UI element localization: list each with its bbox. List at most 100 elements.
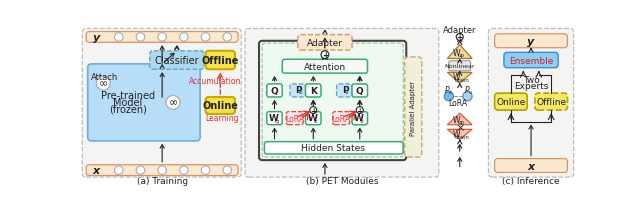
- Text: Attach: Attach: [91, 73, 118, 82]
- Text: k: k: [298, 90, 302, 95]
- Text: ∞: ∞: [99, 79, 108, 89]
- Text: v: v: [345, 90, 348, 95]
- Text: Experts: Experts: [514, 82, 548, 90]
- Text: P: P: [295, 86, 302, 95]
- Text: Adapter: Adapter: [443, 26, 477, 35]
- Polygon shape: [447, 73, 472, 84]
- Circle shape: [444, 92, 454, 101]
- Circle shape: [166, 96, 180, 110]
- Circle shape: [356, 107, 364, 114]
- Circle shape: [180, 34, 188, 42]
- FancyBboxPatch shape: [88, 64, 200, 141]
- Text: W: W: [453, 49, 460, 57]
- FancyBboxPatch shape: [86, 165, 238, 176]
- FancyBboxPatch shape: [504, 53, 558, 68]
- FancyBboxPatch shape: [262, 44, 403, 157]
- Text: Online: Online: [496, 98, 525, 107]
- FancyBboxPatch shape: [352, 112, 367, 125]
- Text: Model: Model: [113, 97, 143, 107]
- Text: +: +: [322, 51, 328, 60]
- Text: Online: Online: [202, 101, 238, 111]
- Circle shape: [223, 166, 232, 174]
- Text: (a) Training: (a) Training: [136, 177, 188, 186]
- Text: y: y: [93, 33, 100, 43]
- Circle shape: [456, 34, 463, 41]
- Text: Classifier: Classifier: [155, 56, 199, 66]
- Text: W: W: [354, 113, 364, 122]
- Text: +: +: [356, 106, 363, 115]
- Text: W: W: [453, 130, 460, 139]
- Text: Hidden States: Hidden States: [301, 144, 365, 153]
- Text: k: k: [314, 118, 317, 123]
- FancyBboxPatch shape: [205, 97, 235, 114]
- FancyBboxPatch shape: [495, 35, 568, 48]
- Text: +: +: [456, 33, 463, 42]
- Text: W: W: [308, 113, 317, 122]
- Text: up: up: [458, 119, 465, 124]
- FancyBboxPatch shape: [337, 84, 352, 97]
- Circle shape: [202, 166, 210, 174]
- Circle shape: [202, 34, 210, 42]
- Polygon shape: [447, 114, 472, 125]
- Text: Offline: Offline: [202, 56, 239, 66]
- FancyBboxPatch shape: [286, 112, 303, 125]
- Text: LoRA: LoRA: [332, 114, 351, 123]
- FancyBboxPatch shape: [267, 84, 282, 97]
- Text: down: down: [454, 77, 470, 82]
- FancyBboxPatch shape: [86, 32, 238, 43]
- Text: y: y: [527, 37, 534, 47]
- Text: P: P: [342, 86, 348, 95]
- FancyBboxPatch shape: [150, 52, 204, 70]
- FancyBboxPatch shape: [495, 159, 568, 173]
- Polygon shape: [447, 130, 472, 140]
- FancyBboxPatch shape: [259, 42, 406, 160]
- FancyBboxPatch shape: [305, 112, 321, 125]
- Text: (b) PET Modules: (b) PET Modules: [306, 177, 378, 186]
- FancyBboxPatch shape: [535, 94, 568, 111]
- FancyBboxPatch shape: [495, 94, 527, 111]
- Text: LoRA: LoRA: [449, 98, 468, 107]
- Text: ∞: ∞: [168, 98, 178, 108]
- Polygon shape: [447, 45, 472, 59]
- Text: Learning: Learning: [205, 113, 239, 122]
- Text: Ensemble: Ensemble: [509, 56, 553, 65]
- Text: Accumulation: Accumulation: [189, 77, 241, 86]
- FancyBboxPatch shape: [290, 84, 305, 97]
- Text: (c) Inference: (c) Inference: [502, 177, 560, 186]
- Circle shape: [136, 166, 145, 174]
- Text: Offline: Offline: [536, 98, 566, 107]
- FancyBboxPatch shape: [488, 29, 573, 177]
- Circle shape: [180, 166, 188, 174]
- Text: Adapter: Adapter: [307, 39, 343, 48]
- Text: x: x: [527, 161, 534, 171]
- FancyBboxPatch shape: [298, 35, 352, 51]
- Text: Pre-trained: Pre-trained: [101, 90, 155, 100]
- Text: Q: Q: [356, 87, 364, 96]
- FancyBboxPatch shape: [245, 29, 439, 177]
- Text: Attention: Attention: [304, 62, 346, 71]
- FancyBboxPatch shape: [449, 62, 470, 71]
- Text: v: v: [360, 118, 364, 123]
- FancyBboxPatch shape: [83, 29, 241, 177]
- Text: Nonlinear: Nonlinear: [445, 64, 475, 69]
- Circle shape: [96, 77, 110, 91]
- Text: (frozen): (frozen): [109, 104, 147, 114]
- Circle shape: [136, 34, 145, 42]
- FancyBboxPatch shape: [264, 142, 403, 154]
- FancyBboxPatch shape: [282, 60, 367, 74]
- Text: x: x: [93, 165, 100, 175]
- FancyBboxPatch shape: [267, 112, 282, 125]
- Text: W: W: [453, 73, 460, 82]
- Text: +: +: [310, 106, 316, 115]
- Text: up: up: [458, 53, 465, 58]
- Text: ×: ×: [455, 123, 465, 133]
- Text: down: down: [454, 134, 470, 139]
- Text: $P_k$: $P_k$: [444, 84, 454, 96]
- Circle shape: [158, 34, 166, 42]
- Circle shape: [321, 52, 329, 59]
- Text: W: W: [269, 113, 278, 122]
- Text: Two: Two: [523, 75, 540, 84]
- FancyBboxPatch shape: [305, 84, 321, 97]
- Circle shape: [115, 166, 123, 174]
- Text: $P_v$: $P_v$: [464, 84, 474, 96]
